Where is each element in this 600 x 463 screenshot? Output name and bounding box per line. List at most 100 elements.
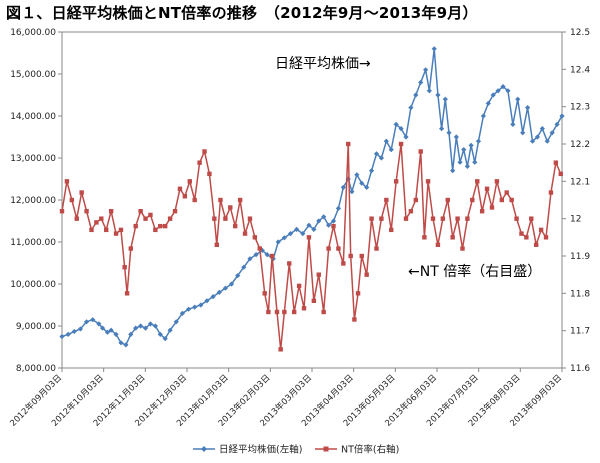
data-point [426, 88, 432, 94]
y-right-tick-label: 11.7 [570, 327, 590, 337]
data-point [269, 253, 275, 259]
data-point [465, 216, 470, 221]
data-point [192, 197, 197, 203]
data-point [172, 209, 178, 214]
data-point [499, 197, 505, 203]
data-point [311, 226, 317, 232]
data-point [306, 222, 312, 228]
data-point [480, 113, 486, 119]
data-point [118, 227, 124, 233]
data-point [368, 168, 375, 174]
data-point [300, 231, 306, 237]
y-left-tick-label: 10,000.00 [10, 280, 56, 290]
data-point [262, 291, 267, 296]
data-point [182, 194, 188, 199]
data-point [554, 121, 560, 127]
y-left-tick-label: 9,000.00 [16, 322, 56, 332]
data-point [484, 186, 490, 191]
data-point [177, 186, 183, 191]
data-point [553, 160, 559, 165]
data-point [354, 172, 360, 178]
data-point [489, 205, 495, 210]
data-point [99, 325, 106, 331]
data-point [270, 256, 276, 262]
data-point [84, 209, 89, 214]
data-point [167, 327, 173, 333]
data-point [264, 252, 270, 258]
series-nt-ratio [59, 141, 563, 352]
data-point [543, 235, 549, 240]
data-point [77, 326, 84, 332]
data-point [559, 113, 565, 119]
data-point [408, 105, 414, 111]
data-point [446, 130, 452, 136]
data-point [198, 302, 204, 308]
legend-nt-marker [323, 446, 329, 452]
data-point [494, 179, 500, 184]
y-left-tick-label: 16,000.00 [10, 28, 56, 38]
data-point [341, 261, 346, 266]
data-point [435, 242, 441, 247]
data-point [515, 96, 521, 102]
data-point [241, 264, 247, 270]
data-point [247, 256, 253, 262]
data-point [222, 285, 228, 291]
data-point [359, 180, 365, 186]
data-point [233, 223, 238, 229]
data-point [418, 79, 424, 85]
data-point [558, 171, 563, 177]
data-point [237, 197, 243, 203]
data-point [148, 212, 153, 218]
annotation-nikkei: 日経平均株価→ [275, 56, 371, 72]
data-point [218, 197, 223, 203]
data-point [212, 216, 217, 221]
legend-nikkei-label: 日経平均株価(左軸) [219, 444, 302, 456]
series-nikkei [59, 46, 565, 348]
data-point [167, 216, 173, 221]
data-point [192, 304, 198, 310]
data-point [348, 253, 353, 259]
data-point [128, 331, 134, 337]
data-point [69, 197, 75, 203]
data-point [413, 92, 419, 98]
data-point [138, 323, 144, 329]
data-point [287, 261, 292, 266]
data-point [294, 226, 300, 232]
data-point [504, 190, 509, 195]
data-point [548, 190, 554, 195]
data-point [104, 329, 111, 335]
series-line [61, 143, 562, 351]
data-point [133, 223, 138, 229]
data-point [99, 216, 104, 221]
data-point [389, 227, 394, 233]
data-point [253, 252, 259, 258]
y-right-tick-label: 12.2 [570, 140, 590, 150]
data-point [296, 283, 302, 289]
data-point [316, 218, 322, 224]
data-point [204, 298, 210, 304]
y-right-tick-label: 12.1 [570, 177, 590, 187]
series-layer [59, 46, 565, 352]
data-point [544, 138, 550, 144]
data-point [534, 242, 539, 247]
data-point [266, 309, 271, 315]
data-point [321, 309, 326, 315]
data-point [475, 179, 480, 184]
data-point [388, 147, 394, 153]
y-right-tick-label: 12.4 [570, 65, 590, 75]
data-point [398, 141, 404, 147]
data-point [349, 189, 355, 195]
data-point [336, 246, 341, 251]
data-point [346, 141, 351, 147]
series-line [61, 48, 563, 346]
data-point [64, 179, 70, 184]
data-point [529, 216, 534, 221]
data-point [445, 197, 450, 203]
legend-nt-label: NT倍率(右軸) [341, 444, 399, 456]
data-point [138, 209, 143, 214]
data-point [133, 325, 139, 331]
data-point [157, 331, 163, 337]
data-point [104, 227, 109, 233]
data-point [79, 190, 84, 195]
data-point [123, 342, 129, 348]
